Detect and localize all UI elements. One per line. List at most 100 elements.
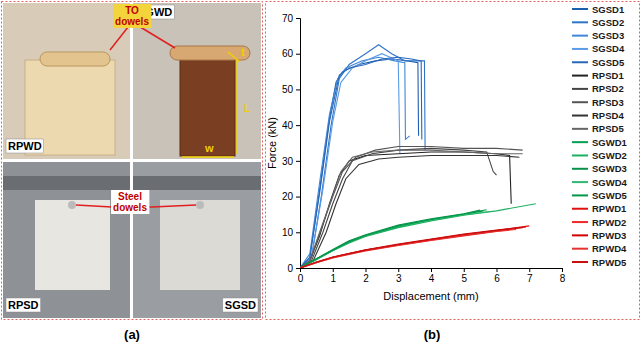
tick: 2 (363, 268, 369, 284)
dimension-label: w (204, 142, 214, 154)
tick-mark (562, 268, 563, 272)
tick-mark (296, 268, 300, 269)
legend-swatch (572, 115, 588, 117)
legend-swatch (572, 168, 588, 170)
tick-label: 0 (298, 273, 304, 284)
tick: 70 (282, 13, 300, 24)
legend-label: SGWD3 (592, 163, 627, 174)
figure: tLwRPWDSGWDRPSDSGSDTOdowelsSteeldowels(a… (0, 0, 641, 347)
legend-swatch (572, 128, 588, 130)
tick: 20 (282, 191, 300, 202)
tick-mark (296, 161, 300, 162)
tile-label-box (6, 298, 41, 312)
tick-mark (431, 268, 432, 272)
legend-swatch (572, 21, 588, 23)
x-axis: 012345678 (298, 268, 566, 284)
legend-swatch (572, 208, 588, 210)
legend-swatch (572, 101, 588, 103)
photo-tile (3, 162, 130, 318)
legend-label: SGSD4 (592, 43, 625, 54)
legend-swatch (572, 88, 588, 90)
tick-label: 5 (461, 273, 467, 284)
callout: Steeldowels (76, 190, 196, 214)
series-line (300, 147, 523, 268)
wood-dowel (170, 46, 250, 60)
tick-mark (333, 268, 334, 272)
tick: 0 (298, 268, 304, 284)
tick-mark (296, 197, 300, 198)
legend-swatch (572, 61, 588, 63)
legend-swatch (572, 154, 588, 156)
tick: 4 (429, 268, 435, 284)
tick: 1 (330, 268, 336, 284)
tick-label: 2 (363, 273, 369, 284)
series-line (300, 204, 536, 268)
tick-label: 40 (282, 120, 294, 131)
series-line (300, 228, 523, 268)
legend-label: RPWD4 (592, 243, 627, 254)
tick: 40 (282, 120, 300, 131)
tick: 10 (282, 227, 300, 238)
photo-panel: tLwRPWDSGWDRPSDSGSDTOdowelsSteeldowels (2, 2, 263, 320)
callout: TOdowels (110, 4, 175, 50)
tick-mark (296, 89, 300, 90)
tick-mark (529, 268, 530, 272)
panel-label: (a) (124, 327, 140, 342)
tick: 6 (494, 268, 500, 284)
tick-label: 10 (282, 227, 294, 238)
legend-swatch (572, 194, 588, 196)
callout-text: TOdowels (115, 5, 149, 27)
tile-label-text: SGSD (225, 299, 256, 311)
tick-label: 6 (494, 273, 500, 284)
legend-label: RPSD1 (592, 70, 624, 81)
tick-label: 0 (287, 263, 293, 274)
legend-swatch (572, 248, 588, 250)
tick: 5 (461, 268, 467, 284)
tick: 60 (282, 48, 300, 59)
axis-line (296, 19, 301, 269)
series-line (300, 226, 529, 268)
panel-frame (266, 2, 640, 320)
photo-tile (133, 162, 261, 318)
series-line (300, 229, 516, 268)
tick-label: 7 (527, 273, 533, 284)
tick-label: 60 (282, 48, 294, 59)
panel-frame (2, 2, 263, 320)
legend-label: SGSD5 (592, 57, 625, 68)
callout-text: Steeldowels (113, 191, 147, 213)
legend-swatch (572, 141, 588, 143)
tick-mark (398, 268, 399, 272)
tick-mark (296, 18, 300, 19)
legend-label: SGWD5 (592, 190, 628, 201)
y-axis: 010203040506070 (282, 13, 301, 274)
plot-area (300, 45, 536, 268)
dimension-label: L (244, 102, 251, 114)
panel-label: (b) (424, 327, 441, 342)
legend-label: RPSD3 (592, 97, 624, 108)
legend-label: RPSD2 (592, 83, 624, 94)
tick: 3 (396, 268, 402, 284)
legend: SGSD1SGSD2SGSD3SGSD4SGSD5RPSD1RPSD2RPSD3… (572, 4, 628, 268)
tick-mark (366, 268, 367, 272)
test-block (160, 200, 240, 290)
legend-swatch (572, 261, 588, 263)
dim-line (182, 156, 234, 158)
tile-label-box (6, 139, 44, 153)
tick-label: 70 (282, 13, 294, 24)
series-line (300, 152, 511, 268)
wood-dowel (40, 52, 110, 66)
dimension-label: t (241, 46, 245, 58)
legend-label: SGSD2 (592, 17, 624, 28)
legend-swatch (572, 181, 588, 183)
tile-label-text: RPSD (8, 299, 39, 311)
tick-label: 50 (282, 84, 294, 95)
photo-tile (3, 3, 130, 159)
tile-label: SGSD (223, 298, 258, 312)
legend-swatch (572, 234, 588, 236)
series-line (300, 229, 513, 268)
fixture (133, 176, 261, 190)
series-line (300, 148, 497, 268)
legend-label: RPSD4 (592, 110, 624, 121)
legend-swatch (572, 8, 588, 10)
series-line (300, 57, 410, 268)
